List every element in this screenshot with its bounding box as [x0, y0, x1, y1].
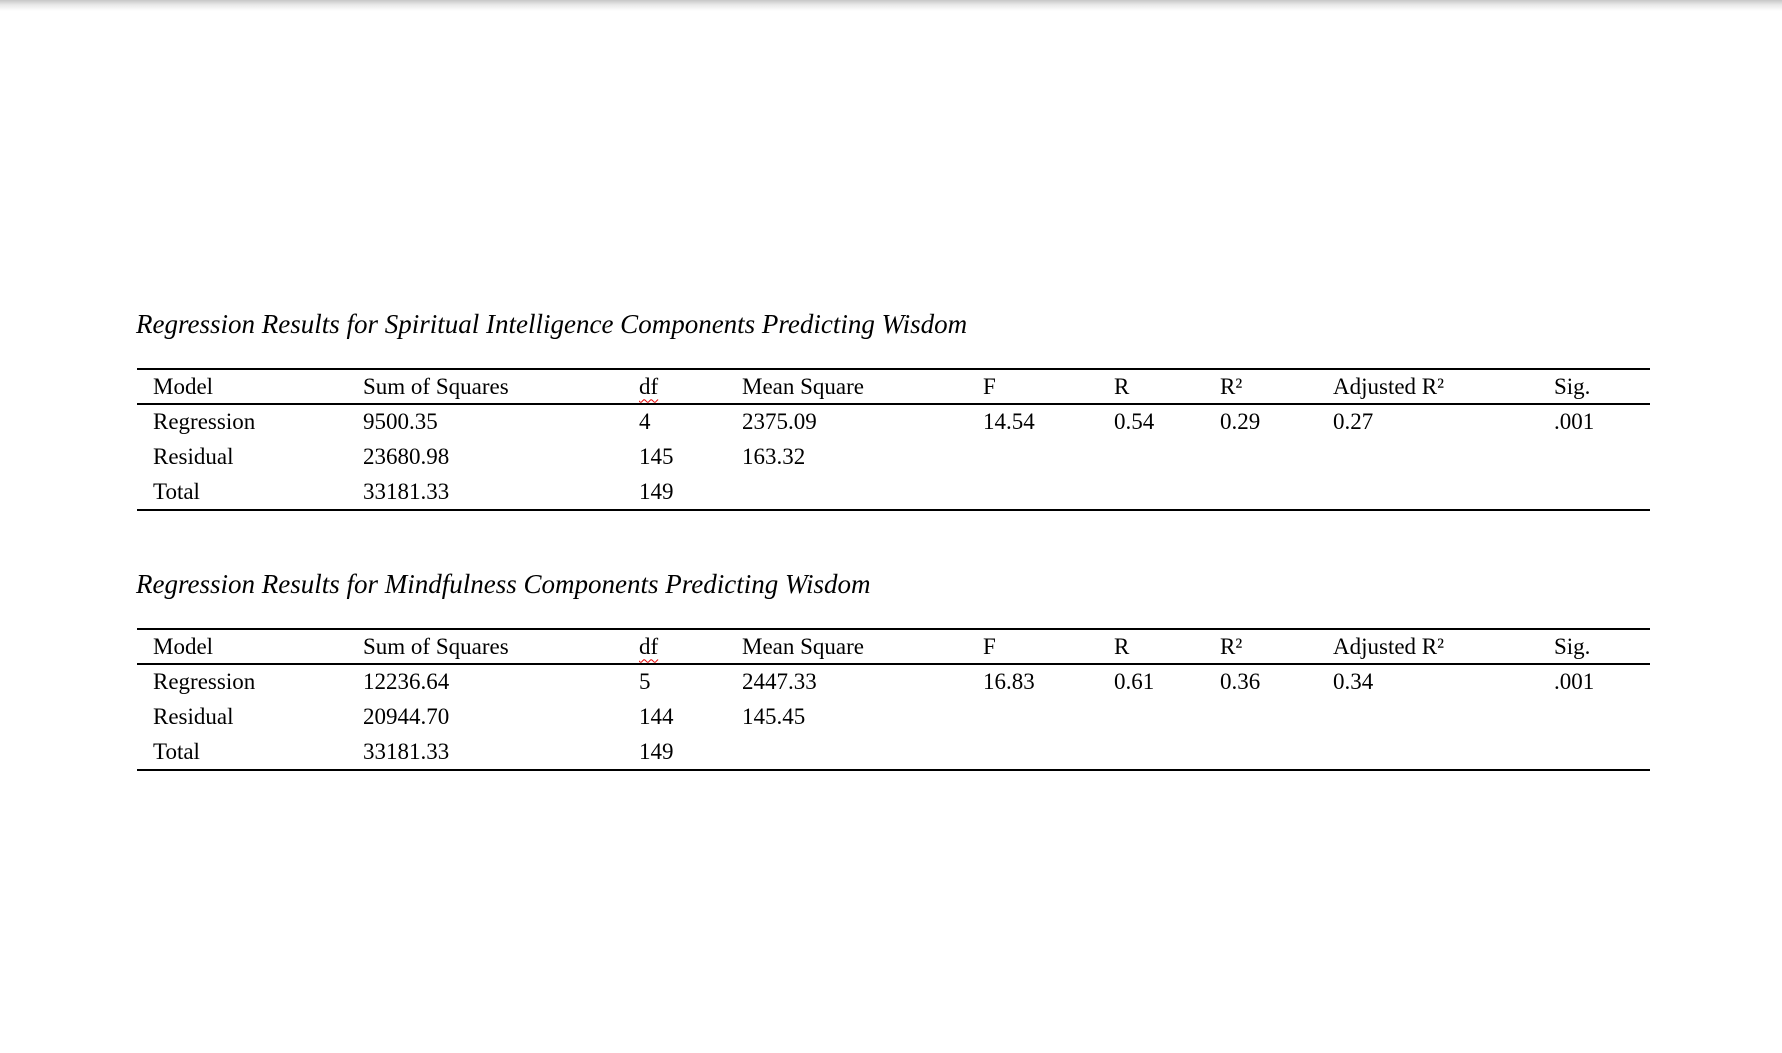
table-title-spiritual-intelligence: Regression Results for Spiritual Intelli… — [136, 309, 968, 339]
spellcheck-flagged-text: df — [639, 633, 659, 659]
table-cell: Residual — [153, 704, 234, 730]
header-row: Model Sum of Squares df Mean Square F R R² Adju… — [137, 629, 1650, 664]
column-header-sum-of-squares: Sum of Squares — [363, 633, 509, 659]
table-cell — [726, 474, 967, 510]
spellcheck-flagged-text: df — [639, 373, 659, 399]
table-body: Regression 12236.64 5 2447.33 16.83 0.61 0.36 0… — [137, 664, 1650, 770]
table-cell: Residual — [153, 444, 234, 470]
table-cell: 9500.35 — [363, 409, 438, 435]
table-cell — [1204, 474, 1317, 510]
table-cell: 2375.09 — [742, 409, 817, 435]
table-header: Model Sum of Squares df Mean Square F R R² Adju… — [137, 629, 1650, 664]
column-header-sum-of-squares: Sum of Squares — [363, 373, 509, 399]
column-header-r: R — [1114, 633, 1130, 659]
table-cell: 0.34 — [1333, 669, 1374, 695]
table-cell — [1204, 700, 1317, 735]
column-header-mean-square: Mean Square — [742, 373, 864, 399]
table-cell — [967, 440, 1098, 475]
column-header-adjusted-r: Adjusted R² — [1333, 633, 1445, 659]
table-row: Total 33181.33 149 — [137, 734, 1650, 770]
table-cell — [1538, 474, 1650, 510]
table-cell — [726, 734, 967, 770]
table-cell: 145 — [639, 444, 674, 470]
table-cell — [967, 700, 1098, 735]
table-cell — [1538, 440, 1650, 475]
window-top-shadow — [0, 0, 1782, 11]
column-header-df: df — [623, 369, 726, 404]
table-cell: 163.32 — [742, 444, 806, 470]
table-cell — [1204, 440, 1317, 475]
column-header-sig: Sig. — [1554, 373, 1591, 399]
table-cell — [1317, 700, 1538, 735]
table-cell: 4 — [639, 409, 651, 435]
table-cell: 33181.33 — [363, 478, 450, 504]
table-cell — [1317, 440, 1538, 475]
table-cell — [1538, 734, 1650, 770]
regression-table-spiritual-intelligence: Model Sum of Squares df Mean Square F R R² Adju… — [137, 368, 1650, 512]
column-header-model: Model — [153, 633, 214, 659]
table-row: Residual 23680.98 145 163.32 — [137, 440, 1650, 475]
table-cell: 33181.33 — [363, 738, 450, 764]
table-title-mindfulness: Regression Results for Mindfulness Compo… — [136, 569, 871, 599]
table-cell: 0.27 — [1333, 409, 1374, 435]
regression-table-mindfulness: Model Sum of Squares df Mean Square F R R² Adju… — [137, 628, 1650, 772]
table-cell: 145.45 — [742, 704, 806, 730]
table-cell: 0.36 — [1220, 669, 1261, 695]
column-header-mean-square: Mean Square — [742, 633, 864, 659]
table-cell: 16.83 — [983, 669, 1035, 695]
column-header-adjusted-r: Adjusted R² — [1333, 373, 1445, 399]
table-cell: 5 — [639, 669, 651, 695]
table-cell: 12236.64 — [363, 669, 450, 695]
table-cell — [967, 474, 1098, 510]
table-cell: 0.61 — [1114, 669, 1155, 695]
table-body: Regression 9500.35 4 2375.09 14.54 0.54 0.29 0.… — [137, 404, 1650, 510]
table-cell: 0.54 — [1114, 409, 1155, 435]
column-header-r: R² — [1220, 633, 1243, 659]
table-header: Model Sum of Squares df Mean Square F R R² Adju… — [137, 369, 1650, 404]
table-cell: Total — [153, 478, 200, 504]
table-cell — [1317, 734, 1538, 770]
column-header-sig: Sig. — [1554, 633, 1591, 659]
table-cell — [1098, 440, 1204, 475]
table-cell: 149 — [639, 738, 674, 764]
table-cell: 14.54 — [983, 409, 1035, 435]
header-row: Model Sum of Squares df Mean Square F R R² Adju… — [137, 369, 1650, 404]
table-row: Residual 20944.70 144 145.45 — [137, 700, 1650, 735]
table-cell — [1317, 474, 1538, 510]
table-cell: .001 — [1554, 409, 1595, 435]
table-cell: 149 — [639, 478, 674, 504]
table-cell — [1098, 474, 1204, 510]
table-cell — [1538, 700, 1650, 735]
table-cell — [1204, 734, 1317, 770]
table-cell: 23680.98 — [363, 444, 450, 470]
table-row: Total 33181.33 149 — [137, 474, 1650, 510]
column-header-r: R — [1114, 373, 1130, 399]
table-cell: Regression — [153, 409, 256, 435]
table-cell: 2447.33 — [742, 669, 817, 695]
table-cell — [1098, 700, 1204, 735]
column-header-model: Model — [153, 373, 214, 399]
table-cell: Total — [153, 738, 200, 764]
table-cell — [1098, 734, 1204, 770]
column-header-df: df — [623, 629, 726, 664]
table-row: Regression 9500.35 4 2375.09 14.54 0.54 0.29 0.… — [137, 404, 1650, 440]
table-cell: 20944.70 — [363, 704, 450, 730]
column-header-r: R² — [1220, 373, 1243, 399]
column-header-f: F — [983, 633, 996, 659]
table-row: Regression 12236.64 5 2447.33 16.83 0.61 0.36 0… — [137, 664, 1650, 700]
column-header-f: F — [983, 373, 996, 399]
table-cell: Regression — [153, 669, 256, 695]
table-cell: 144 — [639, 704, 674, 730]
table-cell — [967, 734, 1098, 770]
table-cell: 0.29 — [1220, 409, 1261, 435]
table-cell: .001 — [1554, 669, 1595, 695]
